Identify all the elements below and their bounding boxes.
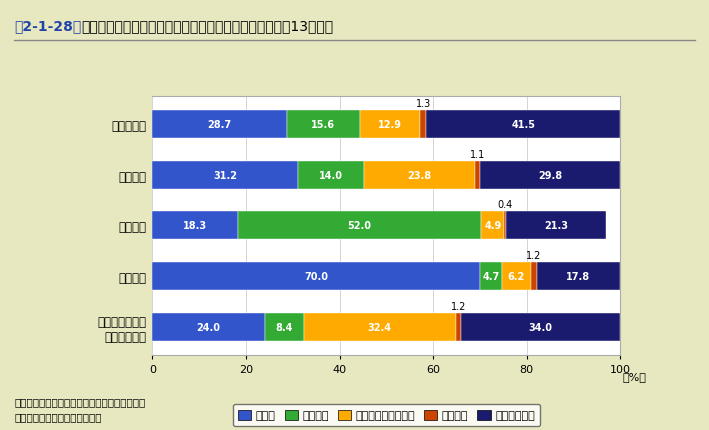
Bar	[456, 313, 462, 341]
Text: 14.0: 14.0	[319, 170, 343, 180]
Text: 23.8: 23.8	[408, 170, 432, 180]
Text: 31.2: 31.2	[213, 170, 238, 180]
Text: 52.0: 52.0	[347, 221, 372, 231]
Text: 6.2: 6.2	[508, 271, 525, 281]
Text: 34.0: 34.0	[529, 322, 553, 332]
Bar	[537, 262, 620, 290]
Bar	[264, 313, 304, 341]
Bar	[504, 212, 506, 240]
Text: 0.4: 0.4	[498, 200, 513, 210]
Bar	[364, 161, 475, 189]
Bar	[304, 313, 456, 341]
Bar	[359, 111, 420, 138]
Bar	[286, 111, 359, 138]
Text: 1.2: 1.2	[526, 250, 542, 261]
Text: 41.5: 41.5	[511, 120, 535, 129]
Bar	[152, 212, 238, 240]
Text: 21.3: 21.3	[544, 221, 568, 231]
Bar	[531, 262, 537, 290]
Text: 29.8: 29.8	[538, 170, 562, 180]
Text: 32.4: 32.4	[368, 322, 392, 332]
Bar	[152, 111, 286, 138]
Bar	[506, 212, 606, 240]
Bar	[298, 161, 364, 189]
Text: 1.2: 1.2	[451, 301, 466, 311]
Text: 4.9: 4.9	[484, 221, 501, 231]
Bar	[462, 313, 620, 341]
Bar	[238, 212, 481, 240]
Text: 24.0: 24.0	[196, 322, 220, 332]
Bar	[152, 262, 480, 290]
Text: 8.4: 8.4	[276, 322, 293, 332]
Text: 18.3: 18.3	[183, 221, 207, 231]
Text: 1.3: 1.3	[415, 98, 431, 109]
Bar	[481, 161, 620, 189]
Text: （%）: （%）	[623, 372, 647, 381]
Bar	[481, 212, 504, 240]
Text: 4.7: 4.7	[482, 271, 500, 281]
Bar	[152, 161, 298, 189]
Text: 第2-1-28図: 第2-1-28図	[14, 19, 82, 33]
Text: 12.9: 12.9	[378, 120, 402, 129]
Bar	[152, 313, 264, 341]
Bar	[502, 262, 531, 290]
Bar	[420, 111, 426, 138]
Text: 70.0: 70.0	[304, 271, 328, 281]
Bar	[480, 262, 502, 290]
Text: 資料：総務省統計局「科学技術研究調査報告」: 資料：総務省統計局「科学技術研究調査報告」	[14, 396, 145, 406]
Bar	[426, 111, 620, 138]
Text: （参照：付属資料３．（９））: （参照：付属資料３．（９））	[14, 412, 101, 421]
Bar	[475, 161, 481, 189]
Legend: 人件費, 原材料費, 有形固定資産購入費, リース料, その他の経費: 人件費, 原材料費, 有形固定資産購入費, リース料, その他の経費	[233, 404, 540, 426]
Text: 1.1: 1.1	[470, 149, 486, 159]
Text: 非営利団体・公的機関の研究費の費目別構成比（平成13年度）: 非営利団体・公的機関の研究費の費目別構成比（平成13年度）	[82, 19, 334, 33]
Text: 28.7: 28.7	[208, 120, 232, 129]
Text: 15.6: 15.6	[311, 120, 335, 129]
Text: 17.8: 17.8	[566, 271, 591, 281]
